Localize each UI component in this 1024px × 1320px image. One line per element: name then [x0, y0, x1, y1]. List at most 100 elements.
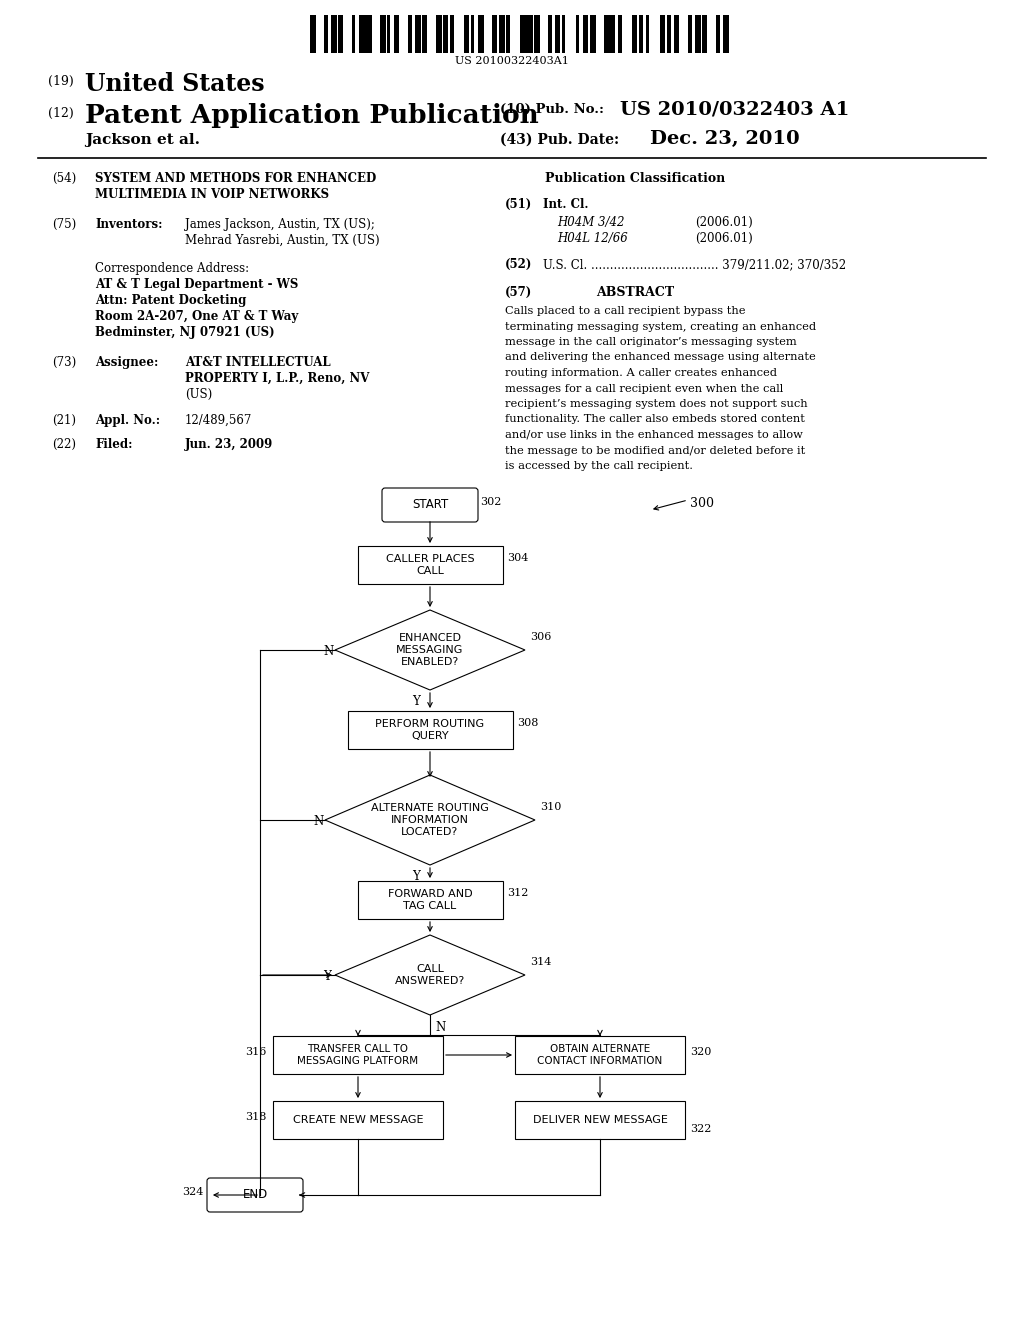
- FancyBboxPatch shape: [273, 1101, 443, 1139]
- Text: routing information. A caller creates enhanced: routing information. A caller creates en…: [505, 368, 777, 378]
- Text: 320: 320: [690, 1047, 712, 1057]
- FancyBboxPatch shape: [515, 1101, 685, 1139]
- Text: United States: United States: [85, 73, 264, 96]
- Text: AT & T Legal Department - WS: AT & T Legal Department - WS: [95, 279, 298, 290]
- Text: James Jackson, Austin, TX (US);: James Jackson, Austin, TX (US);: [185, 218, 375, 231]
- Text: (10) Pub. No.:: (10) Pub. No.:: [500, 103, 604, 116]
- Text: (54): (54): [52, 172, 76, 185]
- Text: 324: 324: [182, 1187, 204, 1197]
- Text: (75): (75): [52, 218, 76, 231]
- Text: Y: Y: [412, 696, 420, 708]
- Bar: [408, 15, 413, 53]
- Bar: [387, 15, 390, 53]
- Text: H04L 12/66: H04L 12/66: [557, 232, 628, 246]
- Text: (22): (22): [52, 438, 76, 451]
- Text: message in the call originator’s messaging system: message in the call originator’s messagi…: [505, 337, 797, 347]
- Bar: [611, 15, 615, 53]
- Polygon shape: [335, 935, 525, 1015]
- Bar: [688, 15, 692, 53]
- Bar: [492, 15, 498, 53]
- Polygon shape: [325, 775, 535, 865]
- Text: 322: 322: [690, 1125, 712, 1134]
- FancyBboxPatch shape: [347, 711, 512, 748]
- Text: CALL
ANSWERED?: CALL ANSWERED?: [395, 964, 465, 986]
- Text: Inventors:: Inventors:: [95, 218, 163, 231]
- Bar: [359, 15, 366, 53]
- Text: Patent Application Publication: Patent Application Publication: [85, 103, 539, 128]
- Bar: [324, 15, 329, 53]
- Text: the message to be modified and/or deleted before it: the message to be modified and/or delete…: [505, 446, 805, 455]
- Bar: [716, 15, 720, 53]
- Text: messages for a call recipient even when the call: messages for a call recipient even when …: [505, 384, 783, 393]
- Bar: [380, 15, 386, 53]
- Bar: [464, 15, 469, 53]
- Text: TRANSFER CALL TO
MESSAGING PLATFORM: TRANSFER CALL TO MESSAGING PLATFORM: [297, 1044, 419, 1065]
- Bar: [394, 15, 398, 53]
- Bar: [338, 15, 343, 53]
- Text: ALTERNATE ROUTING
INFORMATION
LOCATED?: ALTERNATE ROUTING INFORMATION LOCATED?: [371, 804, 488, 837]
- Text: U.S. Cl. .................................. 379/211.02; 370/352: U.S. Cl. ...............................…: [543, 257, 846, 271]
- Polygon shape: [335, 610, 525, 690]
- Text: START: START: [412, 499, 449, 511]
- Text: 310: 310: [540, 803, 561, 812]
- Bar: [499, 15, 505, 53]
- FancyBboxPatch shape: [207, 1177, 303, 1212]
- Text: is accessed by the call recipient.: is accessed by the call recipient.: [505, 461, 693, 471]
- Text: functionality. The caller also embeds stored content: functionality. The caller also embeds st…: [505, 414, 805, 425]
- Bar: [723, 15, 729, 53]
- Text: PROPERTY I, L.P., Reno, NV: PROPERTY I, L.P., Reno, NV: [185, 372, 370, 385]
- Text: Assignee:: Assignee:: [95, 356, 159, 370]
- Bar: [506, 15, 510, 53]
- Text: (51): (51): [505, 198, 532, 211]
- Text: N: N: [313, 814, 324, 828]
- Text: 304: 304: [508, 553, 528, 564]
- Text: 302: 302: [480, 498, 502, 507]
- Text: Attn: Patent Docketing: Attn: Patent Docketing: [95, 294, 247, 308]
- Text: 300: 300: [690, 498, 714, 510]
- Text: (2006.01): (2006.01): [695, 232, 753, 246]
- Bar: [660, 15, 665, 53]
- Text: 308: 308: [517, 718, 539, 729]
- Bar: [520, 15, 526, 53]
- Bar: [562, 15, 565, 53]
- Bar: [604, 15, 610, 53]
- Text: (US): (US): [185, 388, 212, 401]
- Text: N: N: [435, 1020, 445, 1034]
- Text: (52): (52): [505, 257, 532, 271]
- Text: Y: Y: [323, 970, 331, 983]
- Bar: [590, 15, 596, 53]
- Text: Int. Cl.: Int. Cl.: [543, 198, 589, 211]
- Bar: [478, 15, 484, 53]
- Text: 316: 316: [245, 1047, 266, 1057]
- Text: 314: 314: [530, 957, 551, 968]
- Text: Y: Y: [412, 870, 420, 883]
- Bar: [639, 15, 642, 53]
- FancyBboxPatch shape: [273, 1036, 443, 1074]
- Text: Filed:: Filed:: [95, 438, 132, 451]
- Text: DELIVER NEW MESSAGE: DELIVER NEW MESSAGE: [532, 1115, 668, 1125]
- Text: FORWARD AND
TAG CALL: FORWARD AND TAG CALL: [388, 890, 472, 911]
- Text: (21): (21): [52, 414, 76, 426]
- Bar: [632, 15, 637, 53]
- Text: Mehrad Yasrebi, Austin, TX (US): Mehrad Yasrebi, Austin, TX (US): [185, 234, 380, 247]
- Text: US 2010/0322403 A1: US 2010/0322403 A1: [620, 100, 849, 117]
- Bar: [443, 15, 447, 53]
- Text: (57): (57): [505, 286, 532, 300]
- Text: AT&T INTELLECTUAL: AT&T INTELLECTUAL: [185, 356, 331, 370]
- Bar: [702, 15, 708, 53]
- Text: terminating messaging system, creating an enhanced: terminating messaging system, creating a…: [505, 322, 816, 331]
- Text: ENHANCED
MESSAGING
ENABLED?: ENHANCED MESSAGING ENABLED?: [396, 634, 464, 667]
- Text: SYSTEM AND METHODS FOR ENHANCED: SYSTEM AND METHODS FOR ENHANCED: [95, 172, 376, 185]
- Bar: [422, 15, 427, 53]
- Text: END: END: [243, 1188, 267, 1201]
- Text: MULTIMEDIA IN VOIP NETWORKS: MULTIMEDIA IN VOIP NETWORKS: [95, 187, 329, 201]
- Bar: [534, 15, 540, 53]
- Text: 306: 306: [530, 632, 551, 642]
- Text: Room 2A-207, One AT & T Way: Room 2A-207, One AT & T Way: [95, 310, 298, 323]
- Text: and/or use links in the enhanced messages to allow: and/or use links in the enhanced message…: [505, 430, 803, 440]
- Bar: [583, 15, 589, 53]
- Bar: [646, 15, 649, 53]
- Bar: [555, 15, 559, 53]
- Text: ABSTRACT: ABSTRACT: [596, 286, 674, 300]
- FancyBboxPatch shape: [357, 880, 503, 919]
